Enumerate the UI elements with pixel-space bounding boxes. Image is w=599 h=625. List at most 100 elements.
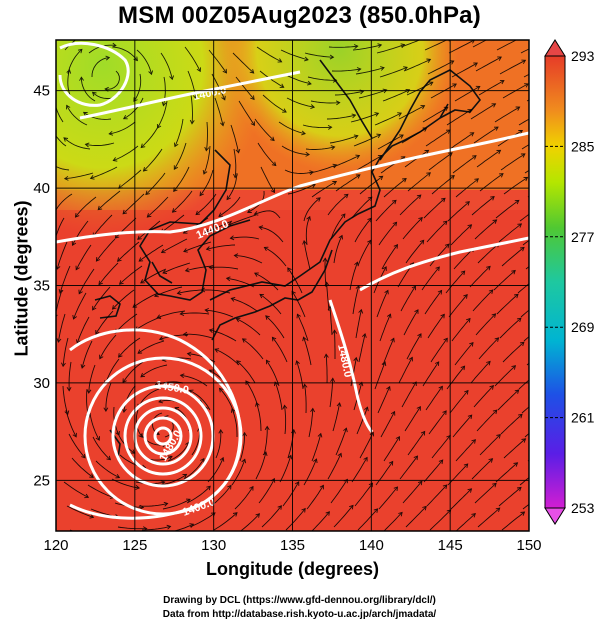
streamline-arrowhead xyxy=(228,221,233,226)
streamline xyxy=(71,457,94,478)
streamline xyxy=(496,40,518,51)
streamline xyxy=(517,283,529,294)
streamline-arrowhead xyxy=(302,239,308,245)
streamline xyxy=(519,213,529,222)
streamline xyxy=(377,386,391,414)
streamline xyxy=(98,262,119,285)
streamline-arrowhead xyxy=(391,199,397,205)
streamline xyxy=(257,142,277,166)
streamline-arrowhead xyxy=(442,220,448,226)
streamline-arrowhead xyxy=(418,216,423,222)
streamline-arrowhead xyxy=(250,95,255,101)
streamline-arrowhead xyxy=(374,112,380,117)
streamline-arrowhead xyxy=(377,154,383,160)
streamline xyxy=(92,436,111,461)
streamline xyxy=(92,214,113,237)
contour-label: 1450.0 xyxy=(154,379,189,397)
streamline xyxy=(400,40,421,48)
streamline xyxy=(154,286,183,297)
streamline-arrowhead xyxy=(537,370,541,374)
lat-tick-label: 45 xyxy=(33,83,50,100)
streamline xyxy=(283,73,312,85)
streamline xyxy=(259,226,284,243)
streamline xyxy=(172,523,194,531)
streamline xyxy=(186,485,211,504)
streamline xyxy=(450,488,472,510)
streamline-arrowhead xyxy=(89,514,95,519)
streamline xyxy=(519,477,529,486)
streamline xyxy=(496,293,519,315)
streamline-arrowhead xyxy=(166,524,172,530)
colorbar-min-arrow xyxy=(544,507,566,525)
streamline xyxy=(116,430,135,454)
streamline-arrowhead xyxy=(355,154,361,160)
streamline xyxy=(383,512,403,531)
streamline-arrowhead xyxy=(89,175,95,180)
streamline-arrowhead xyxy=(367,239,372,245)
streamline-arrowhead xyxy=(324,281,330,287)
lat-tick-label: 30 xyxy=(33,375,50,392)
streamline xyxy=(307,76,337,81)
streamline-arrowhead xyxy=(218,429,224,434)
streamline-arrowhead xyxy=(327,124,333,130)
streamline-arrowhead xyxy=(45,156,49,160)
streamline-arrowhead xyxy=(202,170,208,175)
streamline xyxy=(265,315,285,339)
streamline-arrowhead xyxy=(279,83,285,88)
streamline-arrowhead xyxy=(416,405,421,411)
streamline xyxy=(162,262,191,274)
colorbar-label: 285 xyxy=(571,138,595,154)
streamline-arrowhead xyxy=(226,195,231,201)
streamline-arrowhead xyxy=(349,504,354,510)
streamline xyxy=(113,145,139,162)
streamline-arrowhead xyxy=(523,176,529,182)
streamline-arrowhead xyxy=(329,54,335,60)
streamline-arrowhead xyxy=(103,407,109,412)
streamline-arrowhead xyxy=(460,365,466,371)
streamline xyxy=(234,486,254,510)
streamline-arrowhead xyxy=(82,111,88,117)
streamline xyxy=(214,97,224,126)
lon-tick-label: 145 xyxy=(438,537,463,554)
streamline-arrowhead xyxy=(138,257,144,262)
streamline xyxy=(401,127,427,144)
streamline-arrowhead xyxy=(255,401,260,407)
streamline-arrowhead xyxy=(540,205,544,209)
streamline xyxy=(279,455,292,483)
streamline-arrowhead xyxy=(140,279,145,284)
streamline xyxy=(406,333,422,360)
streamline-arrowhead xyxy=(335,100,341,106)
streamline-arrowhead xyxy=(92,305,97,311)
streamline-arrowhead xyxy=(444,243,450,249)
streamline xyxy=(303,337,312,366)
streamline xyxy=(183,333,213,339)
streamline xyxy=(266,359,280,387)
streamline xyxy=(140,268,167,284)
streamline-arrowhead xyxy=(332,329,338,334)
streamline-arrowhead xyxy=(392,221,398,227)
streamline xyxy=(308,164,337,174)
streamline-arrowhead xyxy=(192,94,198,100)
streamline-arrowhead xyxy=(271,161,277,167)
lat-tick-label: 35 xyxy=(33,278,50,295)
streamline-arrowhead xyxy=(497,56,502,61)
streamline xyxy=(380,411,395,438)
streamline xyxy=(501,511,525,531)
streamline-arrowhead xyxy=(343,427,348,433)
streamline xyxy=(112,289,135,310)
streamline xyxy=(136,49,152,75)
streamline-arrowhead xyxy=(79,76,84,81)
streamline xyxy=(172,190,193,213)
streamline-arrowhead xyxy=(63,137,69,142)
streamline xyxy=(376,44,405,54)
streamline xyxy=(254,210,281,219)
streamline-arrowhead xyxy=(450,175,455,180)
streamline xyxy=(205,309,234,318)
streamline-arrowhead xyxy=(486,360,491,366)
streamline xyxy=(232,52,255,74)
streamline xyxy=(452,155,477,174)
streamline-arrowhead xyxy=(294,481,300,486)
streamline-arrowhead xyxy=(94,535,98,539)
streamline xyxy=(160,214,185,233)
streamline-arrowhead xyxy=(420,104,426,110)
